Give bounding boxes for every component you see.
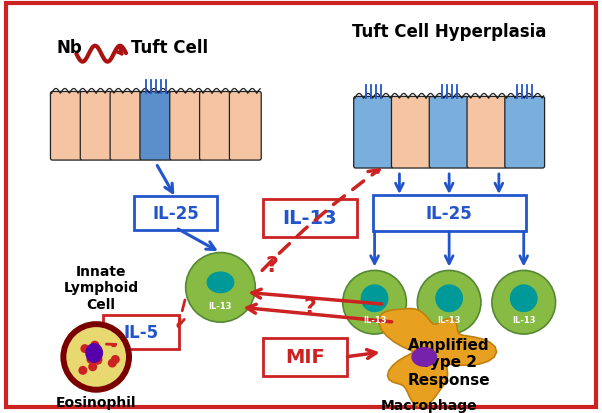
FancyBboxPatch shape [229,92,261,161]
Circle shape [343,271,406,334]
Text: Macrophage: Macrophage [381,398,477,412]
Text: IL-13: IL-13 [282,209,337,228]
Text: IL-5: IL-5 [123,323,158,341]
FancyBboxPatch shape [354,97,394,169]
FancyBboxPatch shape [467,97,507,169]
Circle shape [90,341,99,350]
Circle shape [60,321,132,393]
Text: IL-25: IL-25 [152,204,199,222]
Text: Amplified
Type 2
Response: Amplified Type 2 Response [408,337,491,387]
Circle shape [361,285,388,312]
Polygon shape [379,309,497,406]
Circle shape [492,271,556,334]
Circle shape [417,271,481,334]
FancyBboxPatch shape [505,97,545,169]
Text: IL-13: IL-13 [438,315,461,324]
FancyBboxPatch shape [5,4,597,407]
FancyBboxPatch shape [140,92,172,161]
FancyBboxPatch shape [170,92,202,161]
Text: ?: ? [265,256,279,276]
Text: Tuft Cell Hyperplasia: Tuft Cell Hyperplasia [352,23,547,41]
Circle shape [66,328,126,387]
FancyBboxPatch shape [110,92,142,161]
Text: Nb: Nb [57,39,82,57]
FancyBboxPatch shape [80,92,112,161]
Circle shape [435,285,463,312]
Text: Tuft Cell: Tuft Cell [131,39,208,57]
Circle shape [93,356,102,365]
Ellipse shape [206,272,234,294]
FancyBboxPatch shape [263,199,356,237]
FancyBboxPatch shape [103,316,179,349]
FancyBboxPatch shape [373,195,526,231]
FancyBboxPatch shape [263,338,347,376]
Circle shape [78,366,87,375]
Circle shape [88,363,97,371]
Circle shape [94,349,103,358]
Text: IL-13: IL-13 [512,315,535,324]
FancyBboxPatch shape [51,92,82,161]
Text: Innate
Lymphoid
Cell: Innate Lymphoid Cell [64,264,138,311]
Circle shape [108,359,117,368]
Circle shape [93,355,102,364]
Text: IL-25: IL-25 [426,204,473,222]
FancyBboxPatch shape [200,92,231,161]
Circle shape [185,253,255,323]
Circle shape [81,344,89,353]
Circle shape [510,285,538,312]
FancyBboxPatch shape [429,97,469,169]
Text: Eosinophil: Eosinophil [56,395,137,409]
Text: ?: ? [303,297,317,318]
Ellipse shape [85,343,103,363]
Ellipse shape [411,347,437,367]
Text: IL-13: IL-13 [363,315,386,324]
Text: MIF: MIF [285,348,325,367]
Circle shape [87,355,95,364]
FancyBboxPatch shape [391,97,431,169]
FancyBboxPatch shape [134,197,217,230]
Circle shape [111,355,120,364]
Text: IL-13: IL-13 [209,301,232,310]
